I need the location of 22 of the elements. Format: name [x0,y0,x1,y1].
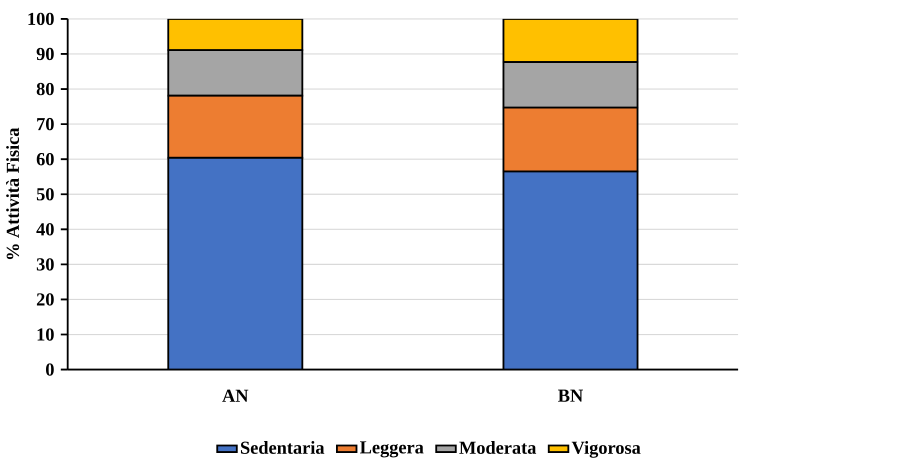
bar [168,158,302,370]
y-tick-label: 70 [37,118,54,130]
y-tick-label: 30 [36,258,54,270]
y-tick-label: 40 [36,222,54,236]
bar [502,170,638,370]
y-tick-label: 50 [36,188,54,200]
x-tick-label: BN [558,390,583,402]
y-tick-label: 80 [36,82,54,96]
legend-label: Sedentaria [240,440,324,454]
y-tick-label: 60 [36,152,54,166]
legend-label: Leggera [360,441,424,458]
y-tick-label: 20 [36,293,54,306]
legend-label: Vigorosa [572,440,641,458]
y-tick-label: 0 [46,363,54,376]
y-tick-label: 90 [36,48,54,60]
bar [167,18,304,51]
bar [502,18,638,63]
y-tick-label: 10 [38,328,54,341]
legend-label: Moderata [459,440,536,454]
x-tick-label: AN [222,390,248,402]
y-axis-title: % Attività Fisica [6,128,20,259]
y-tick-label: 100 [28,12,54,25]
